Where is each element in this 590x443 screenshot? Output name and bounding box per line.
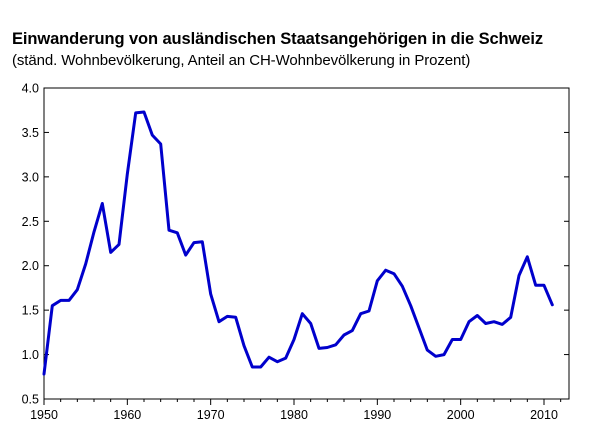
y-axis: 0.5 1.0 1.5 2.0 2.5 3.0 3.5 4.0 xyxy=(22,82,569,407)
x-tick-label: 2010 xyxy=(530,408,558,422)
x-tick-label: 1990 xyxy=(363,408,391,422)
y-tick-label: 4.0 xyxy=(22,82,39,96)
series-line xyxy=(42,110,554,376)
y-tick-label: 3.0 xyxy=(22,170,39,184)
chart-title: Einwanderung von ausländischen Staatsang… xyxy=(12,30,543,48)
x-tick-label: 2000 xyxy=(447,408,475,422)
x-tick-label: 1950 xyxy=(30,408,58,422)
x-tick-label: 1960 xyxy=(113,408,141,422)
y-tick-label: 2.0 xyxy=(22,259,39,273)
y-tick-label: 1.0 xyxy=(22,348,39,362)
y-tick-label: 3.5 xyxy=(22,126,39,140)
x-tick-label: 1980 xyxy=(280,408,308,422)
y-tick-label: 1.5 xyxy=(22,304,39,318)
chart-subtitle: (ständ. Wohnbevölkerung, Anteil an CH-Wo… xyxy=(12,52,471,69)
y-tick-label: 0.5 xyxy=(22,393,39,407)
y-tick-label: 2.5 xyxy=(22,215,39,229)
plot-frame xyxy=(43,87,570,400)
x-axis: 1950 1960 1970 1980 1990 2000 2010 xyxy=(30,399,562,422)
x-tick-label: 1970 xyxy=(197,408,225,422)
